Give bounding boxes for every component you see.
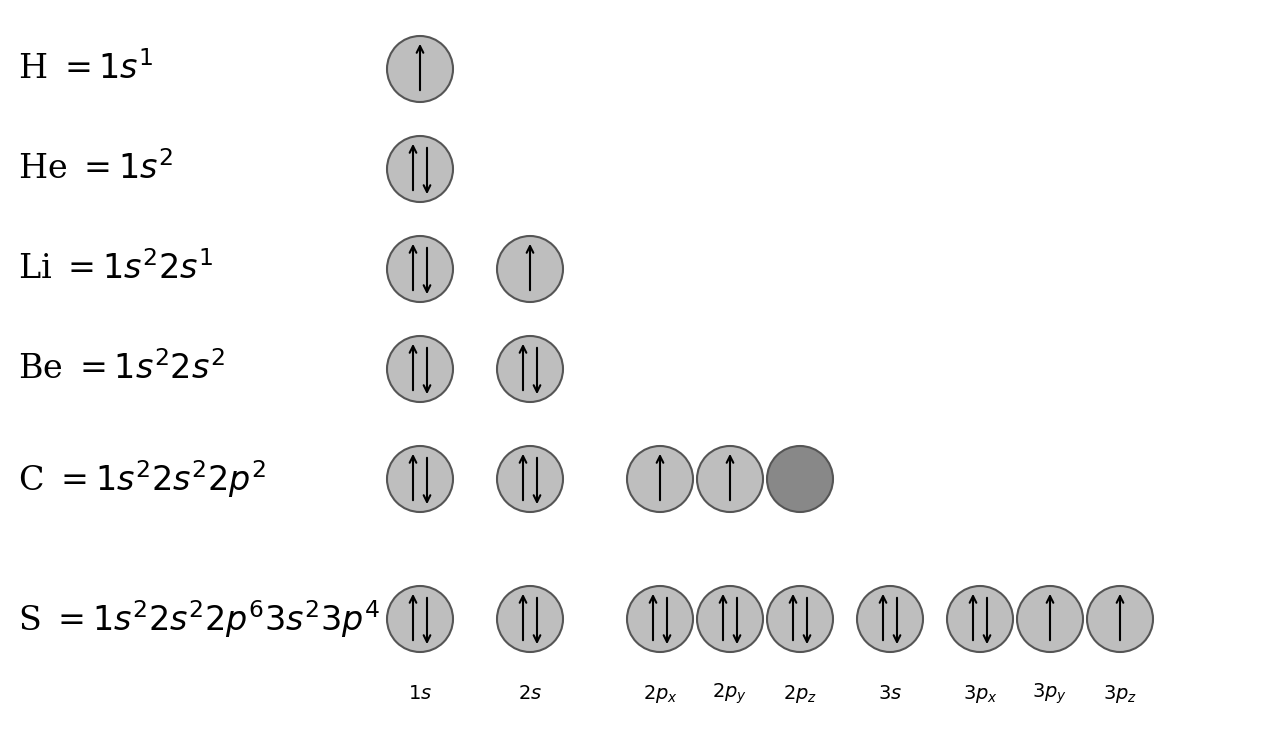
Text: $3p_{x}$: $3p_{x}$ xyxy=(963,683,997,705)
Circle shape xyxy=(627,586,692,652)
Circle shape xyxy=(1087,586,1153,652)
Text: $2p_{y}$: $2p_{y}$ xyxy=(713,682,748,706)
Text: $2p_{x}$: $2p_{x}$ xyxy=(643,683,677,705)
Circle shape xyxy=(387,236,453,302)
Circle shape xyxy=(1018,586,1083,652)
Circle shape xyxy=(497,336,563,402)
Circle shape xyxy=(767,586,833,652)
Text: $1s$: $1s$ xyxy=(408,685,433,703)
Text: Be $= 1s^{2}2s^{2}$: Be $= 1s^{2}2s^{2}$ xyxy=(18,351,225,386)
Text: C $= 1s^{2}2s^{2}2p^{2}$: C $= 1s^{2}2s^{2}2p^{2}$ xyxy=(18,458,266,500)
Circle shape xyxy=(767,446,833,512)
Text: $3p_{z}$: $3p_{z}$ xyxy=(1103,683,1137,705)
Text: $3p_{y}$: $3p_{y}$ xyxy=(1033,682,1068,706)
Text: $2p_{z}$: $2p_{z}$ xyxy=(783,683,817,705)
Text: $2s$: $2s$ xyxy=(518,685,541,703)
Text: Li $= 1s^{2}2s^{1}$: Li $= 1s^{2}2s^{1}$ xyxy=(18,252,214,286)
Text: S $= 1s^{2}2s^{2}2p^{6}3s^{2}3p^{4}$: S $= 1s^{2}2s^{2}2p^{6}3s^{2}3p^{4}$ xyxy=(18,598,380,640)
Circle shape xyxy=(858,586,923,652)
Text: H $= 1s^{1}$: H $= 1s^{1}$ xyxy=(18,52,154,86)
Circle shape xyxy=(387,136,453,202)
Circle shape xyxy=(698,586,763,652)
Circle shape xyxy=(497,236,563,302)
Text: He $= 1s^{2}$: He $= 1s^{2}$ xyxy=(18,151,173,187)
Circle shape xyxy=(387,586,453,652)
Circle shape xyxy=(947,586,1012,652)
Circle shape xyxy=(387,36,453,102)
Circle shape xyxy=(627,446,692,512)
Circle shape xyxy=(497,586,563,652)
Text: $3s$: $3s$ xyxy=(878,685,902,703)
Circle shape xyxy=(698,446,763,512)
Circle shape xyxy=(387,446,453,512)
Circle shape xyxy=(497,446,563,512)
Circle shape xyxy=(387,336,453,402)
